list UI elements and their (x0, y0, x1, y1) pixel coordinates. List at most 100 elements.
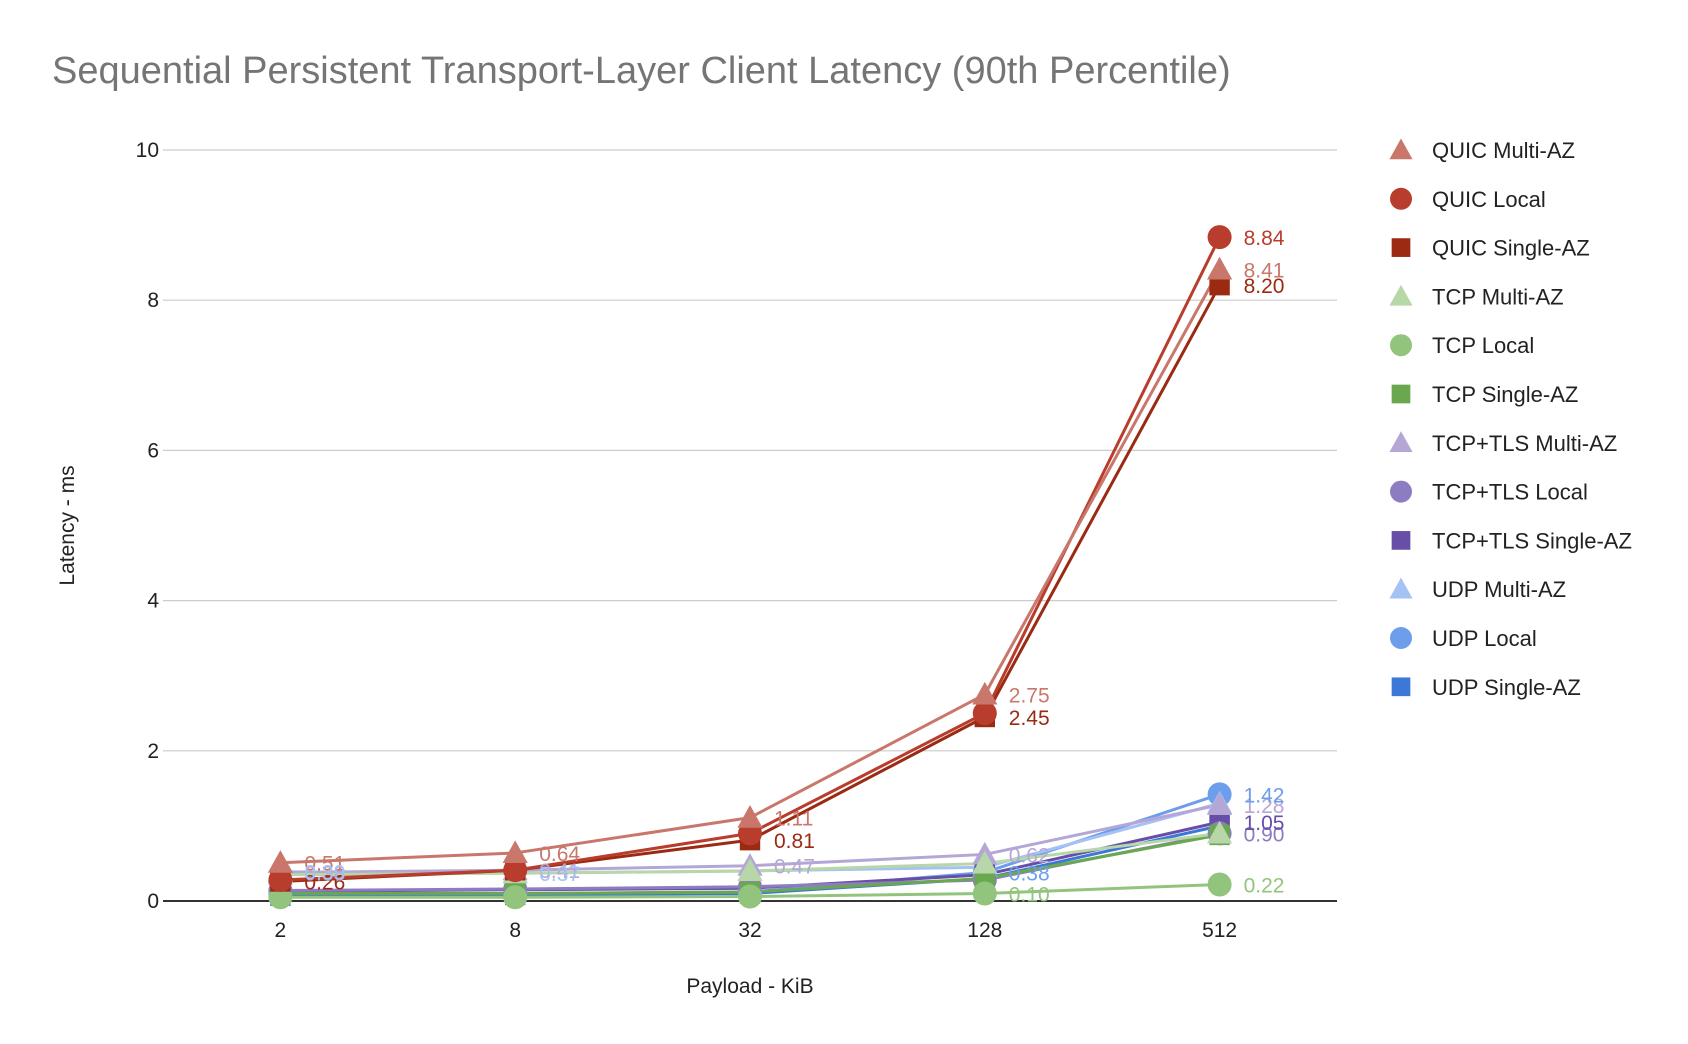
data-label: 0.41 (539, 860, 580, 883)
data-label: 0.22 (1244, 874, 1285, 897)
data-point (503, 858, 528, 883)
data-point (1207, 792, 1233, 815)
data-label: 1.11 (774, 808, 813, 831)
data-label: 0.51 (304, 853, 345, 876)
data-point (267, 850, 293, 873)
legend-marker (1391, 531, 1411, 550)
data-labels: 0.51 0.64 1.11 2.75 8.41 8.84 0.26 0.81 2.45 8.20… (304, 227, 1284, 906)
gridlines (163, 149, 1337, 902)
legend-label: TCP+TLS Local (1432, 480, 1588, 505)
legend-item: QUIC Local (1390, 187, 1546, 212)
data-label: 0.62 (1009, 844, 1050, 867)
data-label: 8.84 (1244, 227, 1285, 250)
y-tick-label: 8 (147, 289, 159, 312)
legend-label: TCP Single-AZ (1432, 382, 1578, 407)
y-axis-ticks: 0 2 4 6 8 10 (136, 139, 160, 913)
data-label: 0.64 (539, 843, 580, 866)
legend-item: UDP Local (1390, 626, 1537, 651)
legend-marker (1389, 138, 1413, 160)
data-point (502, 840, 528, 864)
data-point (738, 884, 762, 909)
legend-marker (1391, 238, 1411, 257)
legend-label: TCP Local (1432, 333, 1534, 358)
data-point (972, 681, 998, 705)
legend-label: UDP Local (1432, 626, 1537, 651)
data-label: 1.05 (1244, 812, 1285, 835)
legend-marker (1391, 677, 1411, 697)
x-tick-label: 128 (967, 919, 1002, 942)
data-point (737, 858, 763, 882)
legend-label: QUIC Single-AZ (1432, 236, 1590, 261)
x-tick-label: 2 (275, 919, 287, 942)
legend-label: TCP Multi-AZ (1432, 284, 1564, 309)
y-tick-label: 4 (147, 590, 159, 613)
legend-marker (1390, 480, 1412, 503)
y-axis-title: Latency - ms (56, 465, 79, 585)
data-point (972, 881, 997, 906)
y-tick-label: 2 (147, 740, 159, 763)
data-label: 1.28 (1244, 795, 1285, 818)
legend-marker (1390, 334, 1412, 357)
x-tick-label: 32 (738, 919, 761, 942)
legend-item: TCP Local (1390, 333, 1534, 358)
data-label: 0.90 (1244, 823, 1285, 846)
data-point (1209, 274, 1230, 296)
legend-label: TCP+TLS Multi-AZ (1432, 431, 1617, 456)
series-markers (267, 225, 1233, 910)
data-label: 0.37 (539, 863, 580, 886)
data-label: 0.81 (774, 830, 815, 853)
data-point (268, 867, 293, 892)
y-tick-label: 10 (136, 139, 159, 162)
legend-marker (1389, 284, 1413, 306)
data-point (1207, 872, 1232, 897)
legend-marker (1391, 384, 1411, 404)
data-point (737, 805, 763, 828)
legend-item: TCP Multi-AZ (1389, 284, 1564, 309)
x-axis-title: Payload - KiB (686, 975, 813, 998)
data-point (972, 850, 998, 874)
series-line (280, 284, 1221, 883)
x-tick-label: 8 (509, 919, 521, 942)
legend-label: UDP Multi-AZ (1432, 577, 1566, 602)
series-line (280, 236, 1221, 882)
data-point (1207, 820, 1233, 844)
data-point (972, 701, 997, 726)
legend-label: QUIC Multi-AZ (1432, 138, 1575, 163)
data-label: 8.41 (1244, 259, 1285, 282)
data-label: 2.75 (1009, 684, 1050, 707)
data-label: 1.42 (1244, 784, 1285, 807)
legend-marker (1389, 431, 1413, 453)
data-point (1207, 256, 1233, 280)
data-label: 0.10 (1009, 883, 1050, 906)
legend-item: TCP Single-AZ (1391, 382, 1578, 407)
data-point (1207, 225, 1232, 250)
legend-item: UDP Multi-AZ (1389, 577, 1566, 602)
series-line (280, 268, 1221, 865)
legend-label: QUIC Local (1432, 187, 1546, 212)
legend-marker (1389, 577, 1413, 599)
y-tick-label: 0 (147, 890, 159, 913)
legend-item: QUIC Multi-AZ (1389, 138, 1575, 163)
legend-marker (1390, 627, 1412, 649)
data-label: 0.26 (304, 871, 345, 894)
legend-item: TCP+TLS Local (1390, 480, 1588, 505)
x-tick-label: 512 (1202, 919, 1237, 942)
data-label: 2.45 (1009, 707, 1050, 730)
legend-item: TCP+TLS Multi-AZ (1389, 431, 1617, 456)
data-label: 0.39 (304, 862, 345, 885)
legend-item: QUIC Single-AZ (1391, 236, 1590, 261)
legend-item: TCP+TLS Single-AZ (1391, 528, 1632, 553)
data-label: 0.38 (304, 862, 345, 885)
data-label: 0.38 (1009, 862, 1050, 885)
legend-label: UDP Single-AZ (1432, 675, 1581, 700)
chart-title: Sequential Persistent Transport-Layer Cl… (52, 50, 1231, 92)
legend-label: TCP+TLS Single-AZ (1432, 528, 1632, 553)
legend-marker (1390, 187, 1412, 210)
y-tick-label: 6 (147, 439, 159, 462)
x-axis-ticks: 2 8 32 128 512 (275, 919, 1238, 942)
legend: QUIC Multi-AZ QUIC Local QUIC Single-AZ TCP… (1389, 138, 1632, 700)
series-lines (280, 236, 1221, 899)
data-label: 0.47 (774, 856, 815, 879)
legend-item: UDP Single-AZ (1391, 675, 1581, 700)
